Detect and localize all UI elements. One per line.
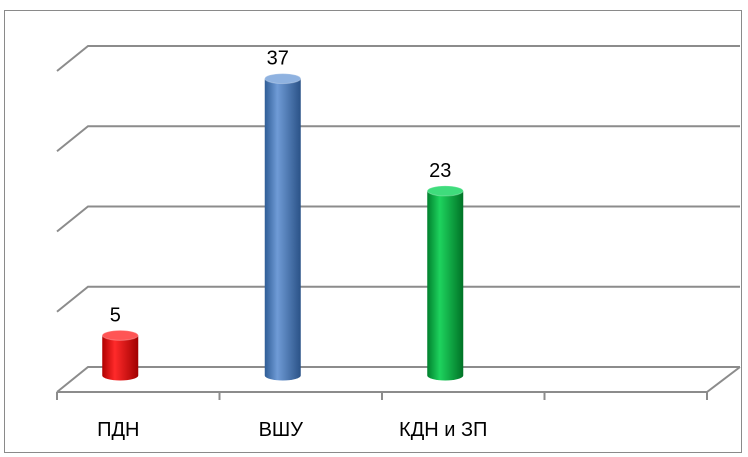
data-label: 23 <box>429 160 451 182</box>
bar-top <box>426 185 464 197</box>
data-label: 5 <box>110 304 121 326</box>
labels: ПДН ВШУ КДН и ЗП 5 37 23 <box>97 48 487 441</box>
bars <box>101 73 464 381</box>
gridline <box>56 285 740 313</box>
category-label: КДН и ЗП <box>399 419 487 441</box>
x-axis <box>56 366 741 400</box>
bar <box>427 190 464 381</box>
bar-top <box>264 73 302 85</box>
bar-top <box>101 329 139 341</box>
data-label: 37 <box>267 48 289 70</box>
category-label: ПДН <box>97 419 139 441</box>
bar <box>102 335 139 381</box>
x-axis-line <box>57 366 741 393</box>
bar <box>264 78 301 381</box>
category-label: ВШУ <box>259 419 304 441</box>
gridline <box>56 125 740 153</box>
gridlines <box>56 45 740 393</box>
gridline <box>56 45 740 72</box>
gridline <box>56 205 740 233</box>
gridline <box>56 366 740 393</box>
